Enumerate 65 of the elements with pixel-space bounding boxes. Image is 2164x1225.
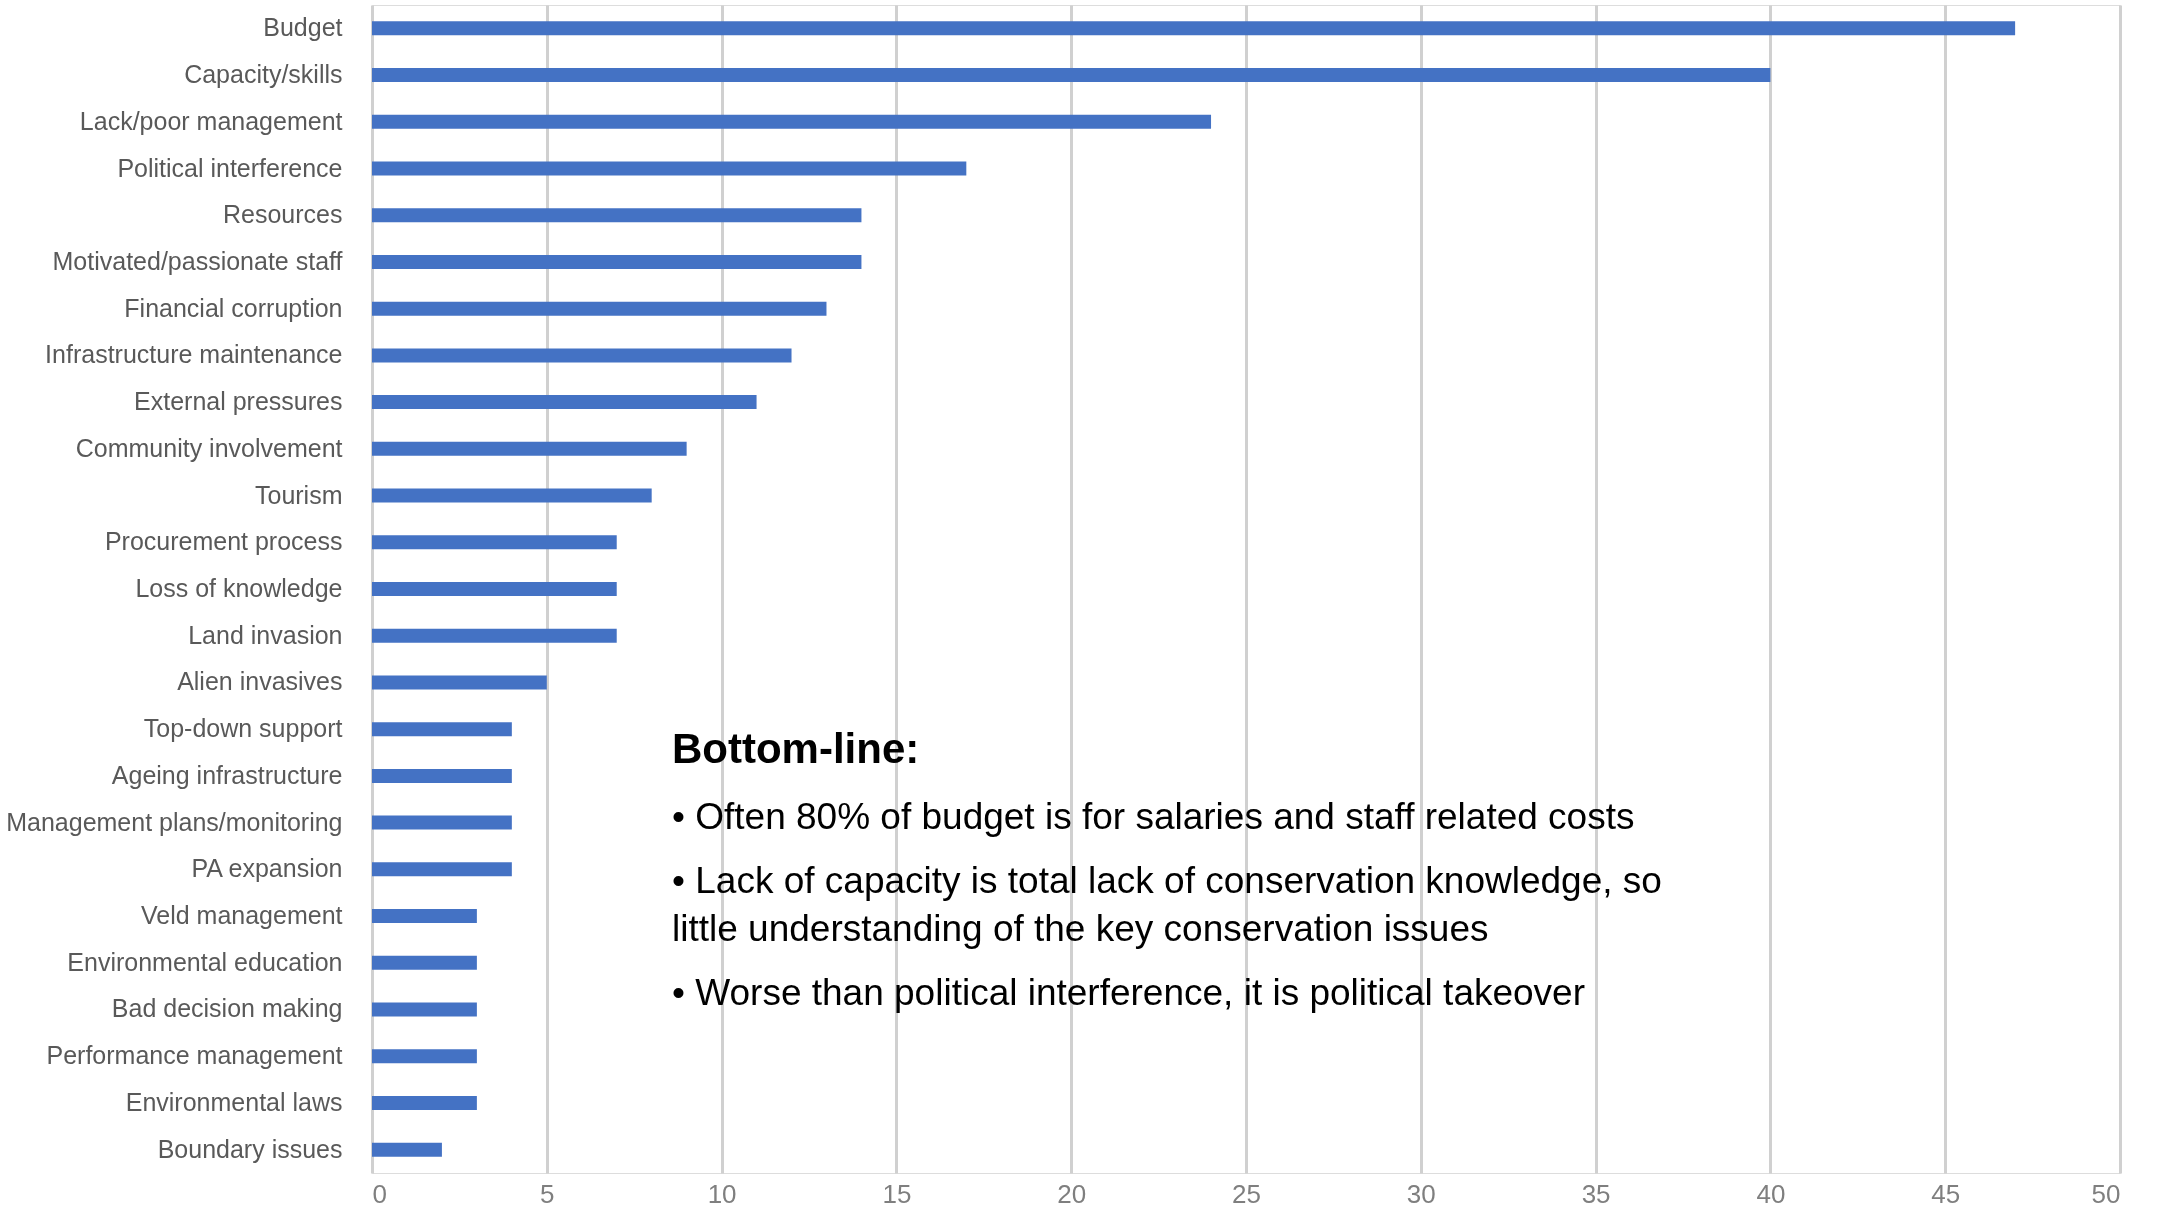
y-tick-label: Tourism bbox=[254, 480, 343, 509]
y-tick-label: Boundary issues bbox=[157, 1134, 343, 1163]
bar bbox=[372, 722, 512, 737]
y-tick-label: Ageing infrastructure bbox=[111, 760, 343, 789]
bar bbox=[372, 21, 2016, 36]
y-tick-label: Land invasion bbox=[188, 620, 343, 649]
bar bbox=[372, 488, 652, 503]
y-tick-label: Bad decision making bbox=[111, 994, 343, 1023]
y-tick-label: Environmental education bbox=[67, 947, 343, 976]
x-tick-label: 30 bbox=[1406, 1178, 1436, 1209]
x-tick-label: 40 bbox=[1756, 1178, 1786, 1209]
annotation: • Lack of capacity is total lack of conservation knowledge, so little understanding of the key conservation issues bbox=[672, 860, 1662, 949]
bar bbox=[372, 1142, 442, 1157]
bar bbox=[372, 1002, 477, 1017]
bar bbox=[372, 862, 512, 877]
x-tick-label: 15 bbox=[882, 1178, 912, 1209]
y-tick-label: Lack/poor management bbox=[79, 106, 343, 135]
bar bbox=[372, 301, 827, 316]
bar bbox=[372, 254, 862, 269]
bar bbox=[372, 1095, 477, 1110]
x-tick-label: 5 bbox=[540, 1178, 555, 1209]
x-tick-label: 50 bbox=[2091, 1178, 2121, 1209]
y-tick-label: Infrastructure maintenance bbox=[45, 340, 343, 369]
y-tick-label: Capacity/skills bbox=[184, 60, 343, 89]
y-tick-label: Financial corruption bbox=[124, 293, 343, 322]
bar bbox=[372, 768, 512, 783]
x-tick-label: 45 bbox=[1931, 1178, 1961, 1209]
y-tick-label: Procurement process bbox=[104, 527, 343, 556]
bar bbox=[372, 114, 1212, 129]
bar bbox=[372, 161, 967, 176]
y-tick-label: External pressures bbox=[134, 387, 343, 416]
y-tick-label: PA expansion bbox=[191, 854, 343, 883]
y-tick-label: Budget bbox=[263, 13, 343, 42]
y-tick-label: Loss of knowledge bbox=[135, 574, 343, 602]
y-tick-label: Community involvement bbox=[75, 433, 343, 462]
annotation: • Worse than political interference, it is political takeover bbox=[672, 972, 1586, 1013]
y-tick-label: Resources bbox=[223, 200, 343, 229]
bar bbox=[372, 441, 687, 456]
y-tick-label: Political interference bbox=[117, 153, 343, 182]
bar bbox=[372, 535, 617, 550]
bar bbox=[372, 628, 617, 643]
bar bbox=[372, 68, 1771, 83]
bar bbox=[372, 909, 477, 924]
bar bbox=[372, 815, 512, 830]
annotation: • Often 80% of budget is for salaries and staff related costs bbox=[672, 796, 1635, 837]
y-tick-label: Management plans/monitoring bbox=[6, 807, 343, 836]
bar bbox=[372, 582, 617, 596]
bar bbox=[372, 955, 477, 970]
y-tick-label: Top-down support bbox=[143, 714, 343, 743]
bar bbox=[372, 1049, 477, 1064]
bar bbox=[372, 348, 792, 363]
x-tick-label: 0 bbox=[372, 1178, 387, 1209]
bar bbox=[372, 208, 862, 223]
bar bbox=[372, 395, 757, 410]
x-tick-label: 20 bbox=[1057, 1178, 1087, 1209]
y-tick-label: Environmental laws bbox=[125, 1087, 343, 1116]
x-tick-label: 35 bbox=[1581, 1178, 1611, 1209]
x-tick-label: 10 bbox=[707, 1178, 737, 1209]
y-tick-label: Alien invasives bbox=[177, 667, 343, 696]
bar bbox=[372, 675, 547, 690]
y-tick-label: Motivated/passionate staff bbox=[52, 246, 343, 275]
y-tick-label: Veld management bbox=[140, 901, 343, 930]
y-tick-label: Performance management bbox=[46, 1041, 343, 1070]
annotation: Bottom-line: bbox=[672, 725, 920, 772]
x-tick-label: 25 bbox=[1232, 1178, 1261, 1209]
